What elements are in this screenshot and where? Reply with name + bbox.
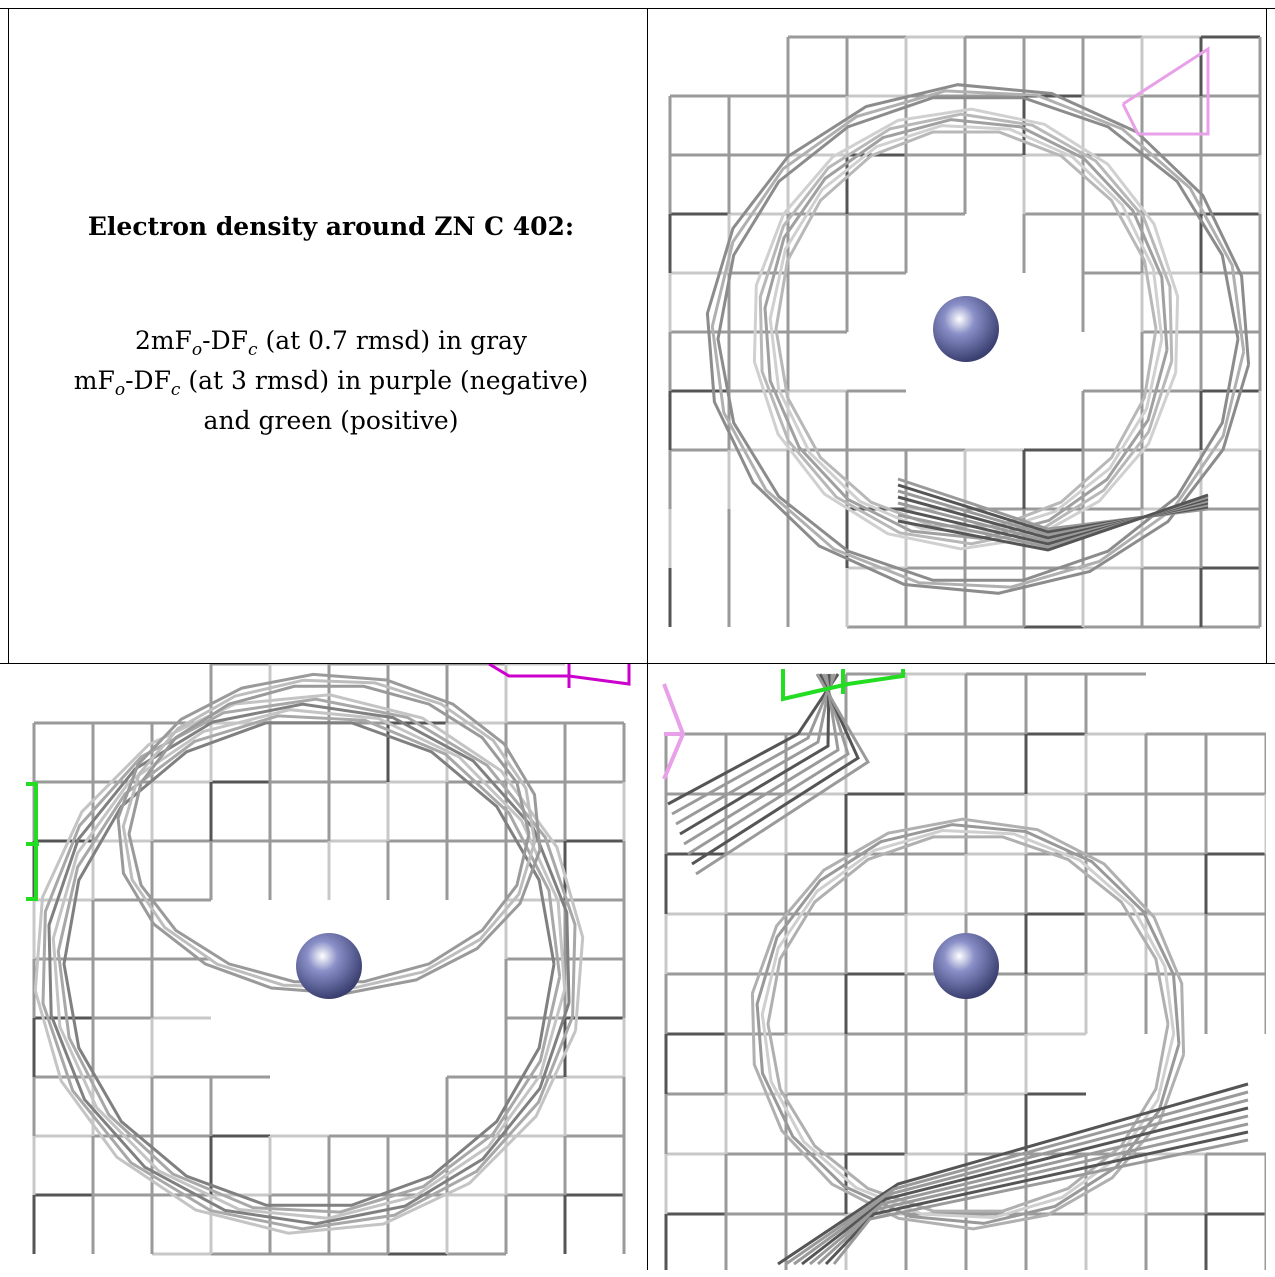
caption-line-fofc: mFo-DFc (at 3 rmsd) in purple (negative) bbox=[73, 366, 589, 400]
mesh-contour bbox=[47, 702, 571, 1226]
mesh-contour bbox=[116, 672, 542, 996]
density-mesh-curves bbox=[667, 673, 1249, 1266]
mesh-strand bbox=[809, 1114, 1249, 1266]
zn-atom bbox=[296, 933, 362, 999]
mesh-strand bbox=[785, 1090, 1249, 1266]
mesh-contour bbox=[768, 124, 1164, 534]
density-mesh-curves bbox=[705, 83, 1251, 595]
mesh-contour bbox=[760, 828, 1176, 1220]
mesh-contour bbox=[763, 118, 1169, 540]
mesh-view-3 bbox=[662, 669, 1266, 1270]
positive-density-mesh bbox=[26, 782, 38, 901]
positive-density-mesh bbox=[781, 669, 905, 702]
density-view-bottom-left bbox=[9, 664, 647, 1270]
mesh-view-1 bbox=[668, 35, 1262, 629]
caption-title: Electron density around ZN C 402: bbox=[87, 212, 575, 241]
mesh-contour bbox=[121, 678, 537, 990]
mesh-contour bbox=[33, 693, 585, 1235]
mesh-contour bbox=[41, 697, 577, 1231]
zn-atom-sphere bbox=[933, 933, 999, 999]
mesh-contour bbox=[766, 835, 1170, 1213]
mesh-strand bbox=[667, 673, 840, 806]
mesh-strand bbox=[671, 673, 837, 816]
mesh-contour bbox=[750, 817, 1186, 1231]
frame-right bbox=[1266, 8, 1267, 664]
frame-middle-horizontal bbox=[0, 663, 1275, 664]
mesh-view-2 bbox=[26, 664, 631, 1256]
caption-line-2fofc: 2mFo-DFc (at 0.7 rmsd) in gray bbox=[134, 326, 528, 360]
mesh-contour bbox=[755, 823, 1181, 1225]
density-mesh-curves bbox=[33, 672, 585, 1235]
negative-density-mesh bbox=[1121, 46, 1210, 136]
zn-atom-sphere bbox=[296, 933, 362, 999]
mesh-strand bbox=[793, 1098, 1249, 1266]
zn-atom bbox=[933, 296, 999, 362]
caption-line-colors: and green (positive) bbox=[203, 406, 459, 435]
difference-density-mesh bbox=[26, 664, 631, 901]
zn-atom-sphere bbox=[933, 296, 999, 362]
mesh-strand bbox=[801, 1106, 1249, 1266]
mesh-strand bbox=[824, 1130, 1249, 1266]
mesh-contour bbox=[56, 714, 562, 1214]
mesh-contour bbox=[774, 130, 1158, 528]
frame-middle-vertical bbox=[647, 8, 648, 1270]
mesh-contour bbox=[51, 708, 567, 1220]
density-view-bottom-right bbox=[648, 664, 1266, 1270]
difference-density-mesh bbox=[1121, 46, 1210, 136]
density-view-top-right bbox=[648, 9, 1266, 637]
caption-panel: Electron density around ZN C 402: 2mFo-D… bbox=[8, 8, 654, 668]
frame-top bbox=[0, 8, 1275, 9]
mesh-strand bbox=[816, 1122, 1249, 1266]
mesh-contour bbox=[710, 89, 1246, 589]
negative-density-mesh bbox=[488, 664, 631, 686]
zn-atom bbox=[933, 933, 999, 999]
mesh-contour bbox=[62, 721, 556, 1207]
mesh-strand bbox=[695, 673, 871, 876]
mesh-strand bbox=[832, 1138, 1249, 1265]
density-mesh-grid bbox=[664, 672, 1266, 1270]
mesh-contour bbox=[127, 684, 531, 984]
difference-density-mesh bbox=[662, 669, 905, 780]
mesh-strand bbox=[777, 1082, 1249, 1266]
mesh-contour bbox=[716, 96, 1240, 582]
mesh-strand bbox=[897, 493, 1209, 552]
frame-left bbox=[8, 8, 9, 664]
